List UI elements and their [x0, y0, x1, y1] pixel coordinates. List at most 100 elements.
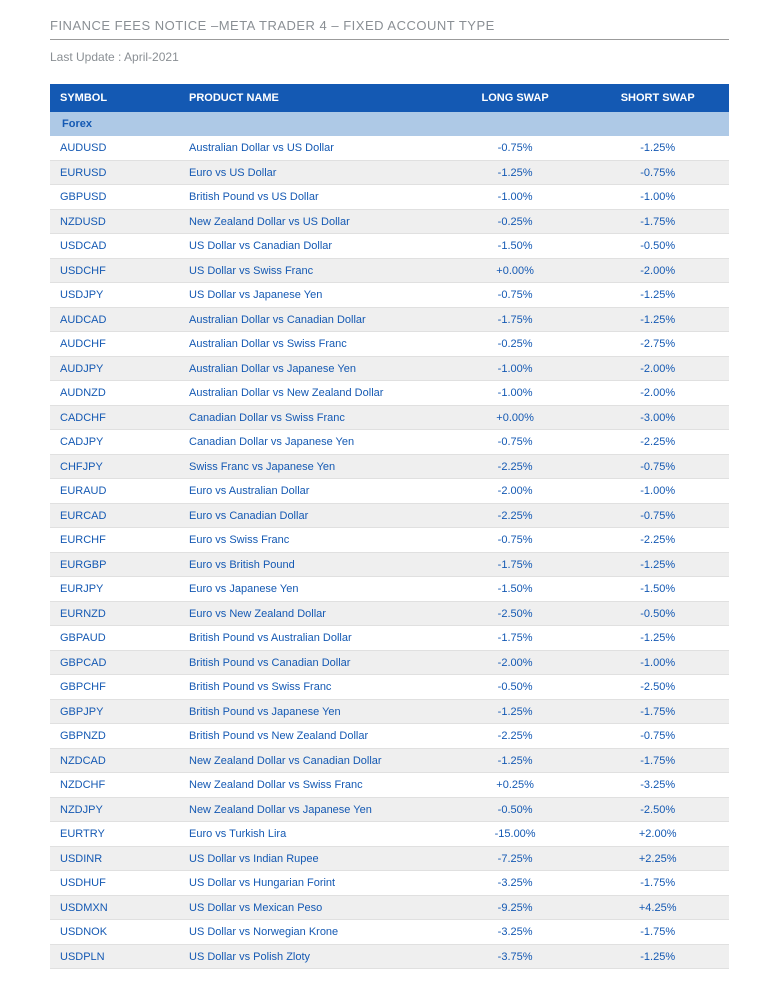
cell-symbol: USDMXN — [50, 895, 179, 920]
table-row: USDMXNUS Dollar vs Mexican Peso-9.25%+4.… — [50, 895, 729, 920]
cell-long-swap: -0.75% — [444, 136, 587, 160]
table-row: GBPJPYBritish Pound vs Japanese Yen-1.25… — [50, 699, 729, 724]
cell-long-swap: -3.25% — [444, 920, 587, 945]
cell-short-swap: -1.25% — [586, 552, 729, 577]
last-update: Last Update : April-2021 — [50, 50, 729, 64]
table-row: EURCADEuro vs Canadian Dollar-2.25%-0.75… — [50, 503, 729, 528]
cell-product: Euro vs Canadian Dollar — [179, 503, 444, 528]
cell-product: Euro vs Australian Dollar — [179, 479, 444, 504]
cell-short-swap: +2.25% — [586, 846, 729, 871]
cell-product: Euro vs Turkish Lira — [179, 822, 444, 847]
cell-short-swap: +4.25% — [586, 895, 729, 920]
cell-symbol: EURCAD — [50, 503, 179, 528]
cell-product: British Pound vs US Dollar — [179, 185, 444, 210]
cell-product: New Zealand Dollar vs US Dollar — [179, 209, 444, 234]
cell-short-swap: -1.75% — [586, 920, 729, 945]
cell-short-swap: -1.00% — [586, 185, 729, 210]
cell-product: US Dollar vs Hungarian Forint — [179, 871, 444, 896]
cell-symbol: AUDNZD — [50, 381, 179, 406]
table-row: USDNOKUS Dollar vs Norwegian Krone-3.25%… — [50, 920, 729, 945]
cell-short-swap: -1.50% — [586, 577, 729, 602]
cell-short-swap: -2.50% — [586, 797, 729, 822]
cell-short-swap: -0.75% — [586, 503, 729, 528]
table-row: EURCHFEuro vs Swiss Franc-0.75%-2.25% — [50, 528, 729, 553]
cell-symbol: AUDCHF — [50, 332, 179, 357]
table-row: CADCHFCanadian Dollar vs Swiss Franc+0.0… — [50, 405, 729, 430]
cell-long-swap: -1.50% — [444, 234, 587, 259]
cell-short-swap: -1.75% — [586, 699, 729, 724]
cell-long-swap: -7.25% — [444, 846, 587, 871]
cell-product: Euro vs British Pound — [179, 552, 444, 577]
cell-short-swap: -1.25% — [586, 944, 729, 969]
cell-short-swap: -2.25% — [586, 430, 729, 455]
cell-product: Swiss Franc vs Japanese Yen — [179, 454, 444, 479]
cell-long-swap: -1.75% — [444, 307, 587, 332]
cell-short-swap: -1.25% — [586, 626, 729, 651]
cell-long-swap: -9.25% — [444, 895, 587, 920]
cell-symbol: AUDUSD — [50, 136, 179, 160]
cell-short-swap: -0.75% — [586, 454, 729, 479]
cell-long-swap: -0.50% — [444, 797, 587, 822]
cell-short-swap: -3.00% — [586, 405, 729, 430]
cell-short-swap: -1.75% — [586, 748, 729, 773]
cell-short-swap: -0.75% — [586, 724, 729, 749]
cell-symbol: USDCAD — [50, 234, 179, 259]
table-row: EURTRYEuro vs Turkish Lira-15.00%+2.00% — [50, 822, 729, 847]
cell-symbol: EURUSD — [50, 160, 179, 185]
cell-long-swap: -15.00% — [444, 822, 587, 847]
cell-symbol: EURAUD — [50, 479, 179, 504]
cell-long-swap: -2.00% — [444, 650, 587, 675]
cell-symbol: USDNOK — [50, 920, 179, 945]
cell-symbol: USDJPY — [50, 283, 179, 308]
cell-symbol: NZDCHF — [50, 773, 179, 798]
cell-product: US Dollar vs Swiss Franc — [179, 258, 444, 283]
cell-product: New Zealand Dollar vs Japanese Yen — [179, 797, 444, 822]
cell-long-swap: -2.25% — [444, 503, 587, 528]
table-row: EURUSDEuro vs US Dollar-1.25%-0.75% — [50, 160, 729, 185]
cell-product: Canadian Dollar vs Japanese Yen — [179, 430, 444, 455]
cell-long-swap: -1.00% — [444, 381, 587, 406]
table-row: AUDCADAustralian Dollar vs Canadian Doll… — [50, 307, 729, 332]
table-row: GBPAUDBritish Pound vs Australian Dollar… — [50, 626, 729, 651]
table-row: USDPLNUS Dollar vs Polish Zloty-3.75%-1.… — [50, 944, 729, 969]
cell-long-swap: -0.50% — [444, 675, 587, 700]
table-row: USDJPYUS Dollar vs Japanese Yen-0.75%-1.… — [50, 283, 729, 308]
cell-product: British Pound vs Australian Dollar — [179, 626, 444, 651]
table-row: NZDCADNew Zealand Dollar vs Canadian Dol… — [50, 748, 729, 773]
cell-short-swap: -1.00% — [586, 479, 729, 504]
cell-long-swap: -2.00% — [444, 479, 587, 504]
cell-product: Australian Dollar vs Japanese Yen — [179, 356, 444, 381]
cell-product: British Pound vs New Zealand Dollar — [179, 724, 444, 749]
cell-symbol: GBPAUD — [50, 626, 179, 651]
cell-symbol: EURJPY — [50, 577, 179, 602]
cell-symbol: NZDJPY — [50, 797, 179, 822]
cell-product: Australian Dollar vs Canadian Dollar — [179, 307, 444, 332]
cell-product: Euro vs Japanese Yen — [179, 577, 444, 602]
cell-short-swap: -0.50% — [586, 234, 729, 259]
cell-short-swap: -2.00% — [586, 381, 729, 406]
cell-product: Euro vs US Dollar — [179, 160, 444, 185]
cell-short-swap: -2.00% — [586, 356, 729, 381]
section-row: Forex — [50, 112, 729, 136]
cell-symbol: USDINR — [50, 846, 179, 871]
table-row: NZDCHFNew Zealand Dollar vs Swiss Franc+… — [50, 773, 729, 798]
fees-table: SYMBOL PRODUCT NAME LONG SWAP SHORT SWAP… — [50, 84, 729, 969]
cell-short-swap: -1.75% — [586, 871, 729, 896]
cell-short-swap: -0.50% — [586, 601, 729, 626]
cell-short-swap: -1.25% — [586, 283, 729, 308]
cell-long-swap: -0.25% — [444, 332, 587, 357]
cell-product: US Dollar vs Mexican Peso — [179, 895, 444, 920]
table-row: CHFJPYSwiss Franc vs Japanese Yen-2.25%-… — [50, 454, 729, 479]
cell-long-swap: -3.75% — [444, 944, 587, 969]
cell-short-swap: -1.00% — [586, 650, 729, 675]
table-row: EURGBPEuro vs British Pound-1.75%-1.25% — [50, 552, 729, 577]
cell-long-swap: -1.00% — [444, 356, 587, 381]
cell-symbol: USDCHF — [50, 258, 179, 283]
cell-product: Australian Dollar vs US Dollar — [179, 136, 444, 160]
cell-short-swap: -1.75% — [586, 209, 729, 234]
cell-symbol: CHFJPY — [50, 454, 179, 479]
table-row: USDHUFUS Dollar vs Hungarian Forint-3.25… — [50, 871, 729, 896]
table-row: AUDCHFAustralian Dollar vs Swiss Franc-0… — [50, 332, 729, 357]
cell-long-swap: +0.00% — [444, 405, 587, 430]
cell-product: Canadian Dollar vs Swiss Franc — [179, 405, 444, 430]
